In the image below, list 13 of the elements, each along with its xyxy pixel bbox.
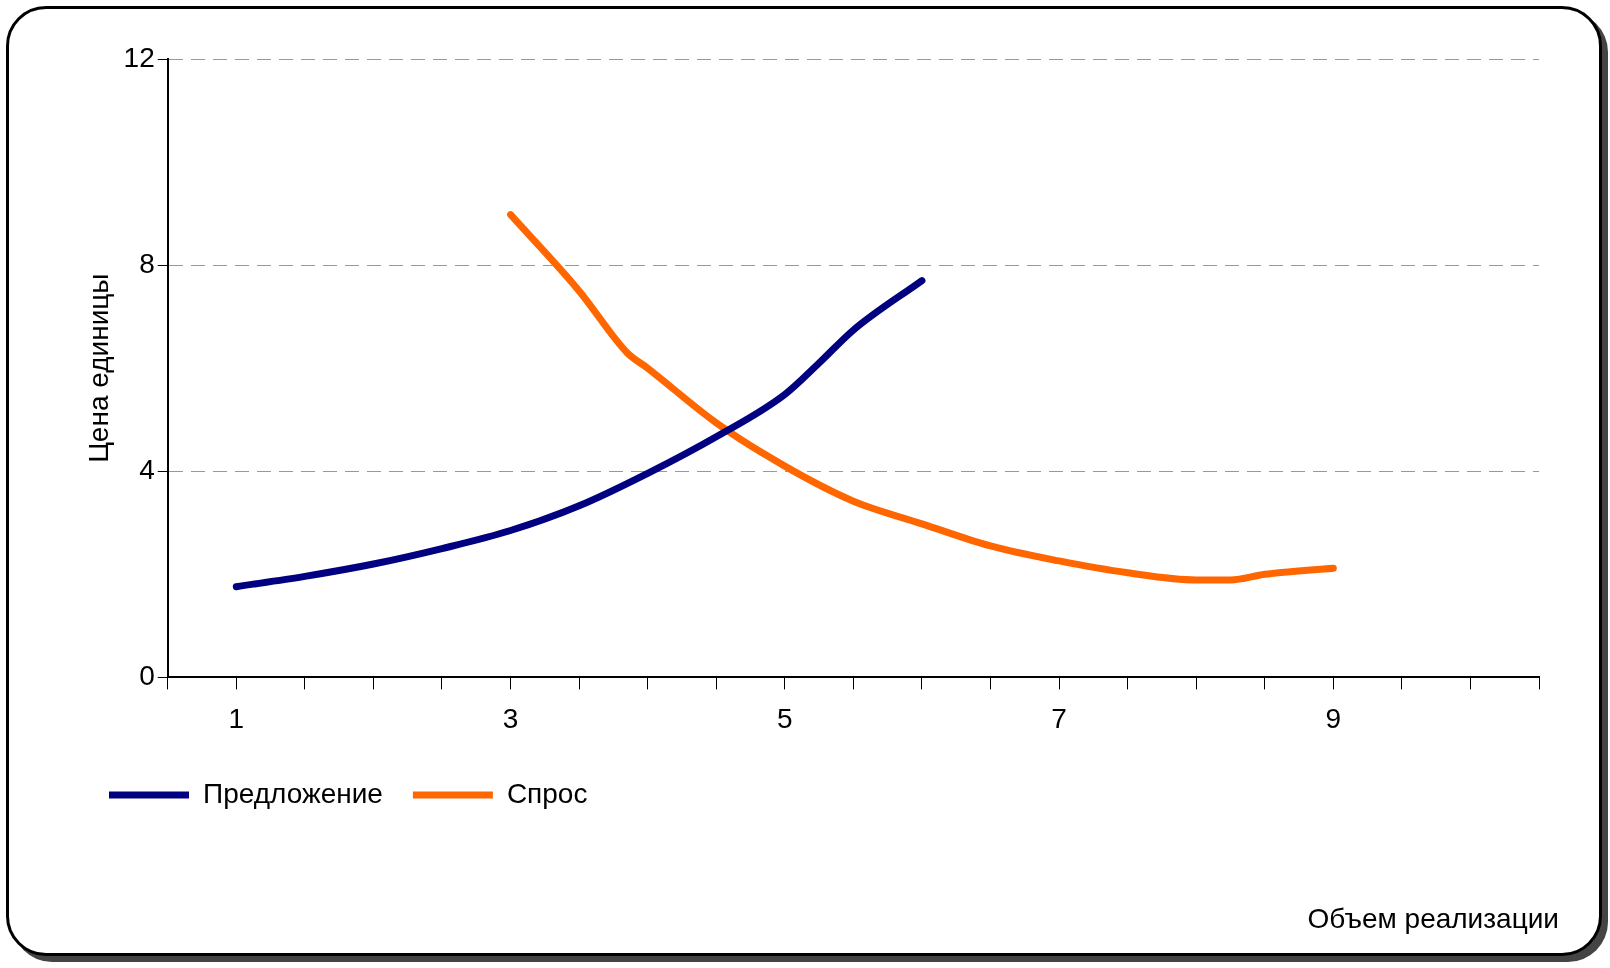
x-tick-label: 5 bbox=[777, 702, 793, 734]
y-tick-label: 0 bbox=[139, 660, 155, 692]
x-tick-label: 9 bbox=[1325, 702, 1342, 734]
y-tick-label: 4 bbox=[139, 453, 155, 485]
x-tick-label: 1 bbox=[228, 702, 245, 734]
y-tick-label: 8 bbox=[139, 247, 155, 279]
x-tick-label: 3 bbox=[502, 702, 519, 734]
text: Объем реализации bbox=[1307, 903, 1559, 935]
legend-label: Предложение bbox=[203, 777, 383, 809]
y-axis-title: Цена единицы bbox=[82, 273, 114, 463]
legend-label: Спрос bbox=[506, 777, 588, 809]
x-tick-label: 7 bbox=[1051, 702, 1067, 734]
y-tick-label: 12 bbox=[123, 41, 155, 73]
